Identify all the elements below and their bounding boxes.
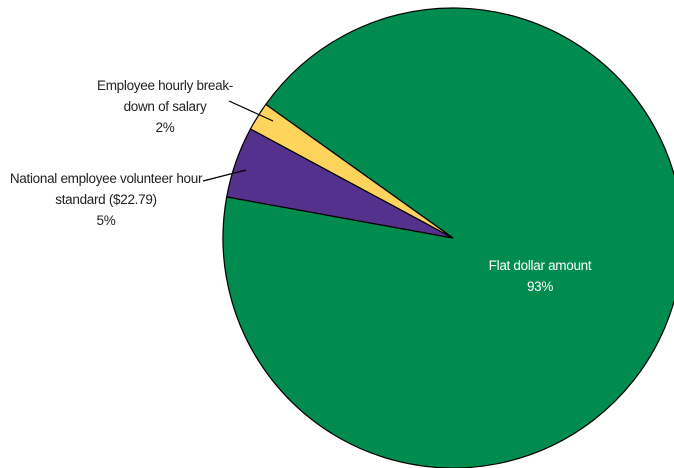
value-label: 93% — [526, 279, 554, 294]
category-label: Employee hourly break-down of salary — [97, 78, 233, 114]
value-label: 5% — [96, 213, 116, 228]
pie-slice — [249, 103, 454, 239]
pie-slice — [222, 7, 674, 468]
value-label: 2% — [155, 120, 175, 135]
slice-label: Employee hourly break-down of salary 2% — [85, 75, 245, 138]
slice-label: Flat dollar amount 93% — [465, 255, 615, 297]
leader-line — [202, 169, 247, 182]
slice-label: National employee volunteer hour standar… — [6, 168, 206, 231]
leader-line — [228, 100, 274, 122]
category-label: National employee volunteer hour standar… — [9, 171, 203, 207]
category-label: Flat dollar amount — [488, 258, 592, 273]
